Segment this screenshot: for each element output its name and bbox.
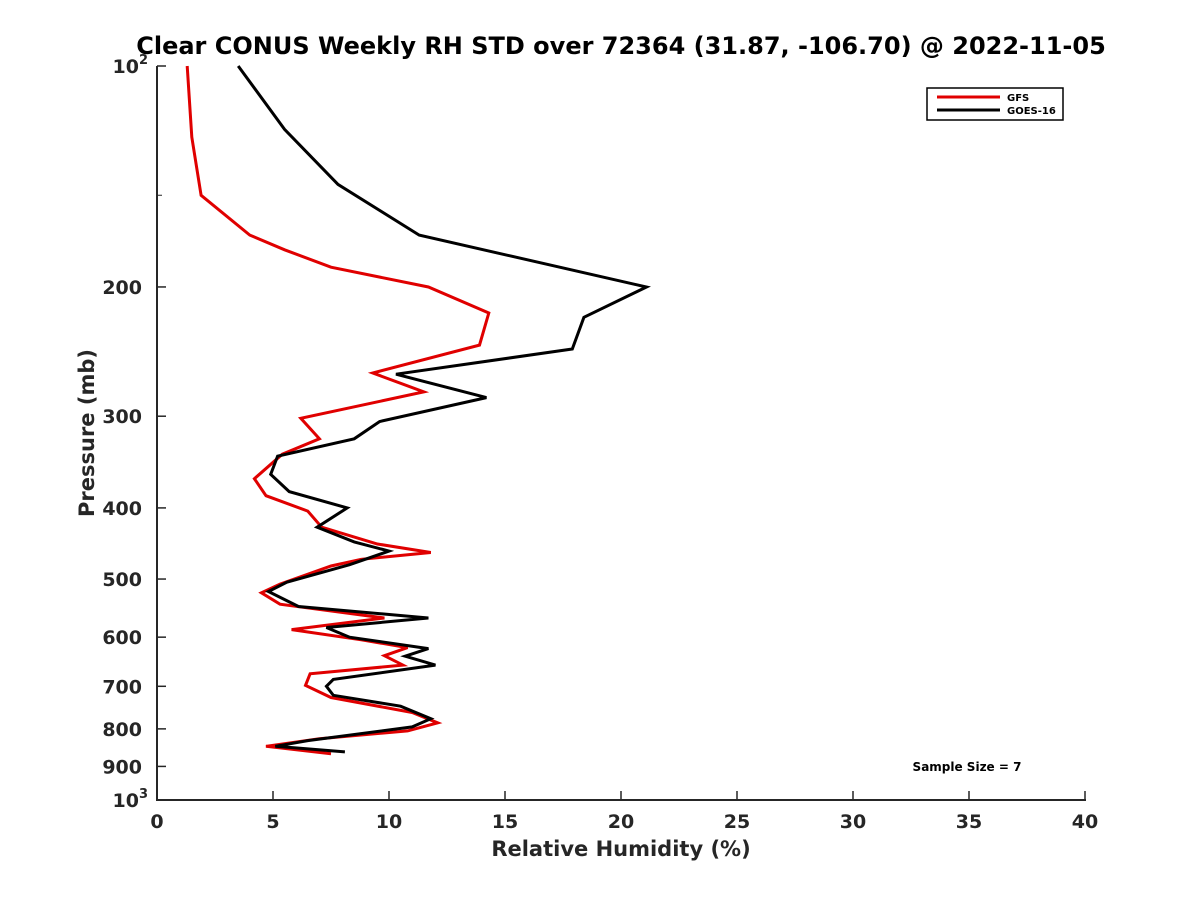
x-tick-label: 10 (376, 811, 402, 833)
x-tick-label: 30 (840, 811, 866, 833)
y-tick-label: 200 (102, 277, 142, 299)
x-tick-label: 0 (150, 811, 163, 833)
chart-title: Clear CONUS Weekly RH STD over 72364 (31… (136, 32, 1106, 60)
y-tick-label: 400 (102, 498, 142, 520)
y-tick-label: 900 (102, 756, 142, 778)
y-tick-label: 600 (102, 627, 142, 649)
y-axis-ticks: 102 200 300 400 500 600 700 800 900 103 (102, 53, 166, 812)
y-tick-label: 102 (113, 53, 149, 78)
legend-label-goes16: GOES-16 (1007, 106, 1056, 117)
y-tick-label: 700 (102, 676, 142, 698)
series-line-gfs (185, 65, 491, 756)
plot-lines (185, 65, 651, 756)
y-tick-label: 103 (113, 787, 149, 812)
x-tick-label: 5 (266, 811, 279, 833)
x-tick-label: 15 (492, 811, 518, 833)
x-axis-ticks: 0 5 10 15 20 25 30 35 40 (150, 791, 1098, 833)
left-axis-line (156, 66, 158, 801)
sample-size-annotation: Sample Size = 7 (913, 760, 1022, 774)
series-line-goes-16 (236, 65, 651, 754)
legend-box (926, 87, 1064, 121)
x-axis-label: Relative Humidity (%) (491, 837, 750, 861)
x-tick-label: 35 (956, 811, 982, 833)
y-tick-label: 300 (102, 406, 142, 428)
y-tick-label: 500 (102, 569, 142, 591)
y-tick-label: 800 (102, 719, 142, 741)
legend-label-gfs: GFS (1007, 93, 1029, 104)
x-tick-label: 40 (1072, 811, 1098, 833)
x-tick-label: 20 (608, 811, 634, 833)
y-axis-label: Pressure (mb) (75, 349, 99, 517)
legend: GFS GOES-16 (926, 87, 1064, 121)
x-tick-label: 25 (724, 811, 750, 833)
